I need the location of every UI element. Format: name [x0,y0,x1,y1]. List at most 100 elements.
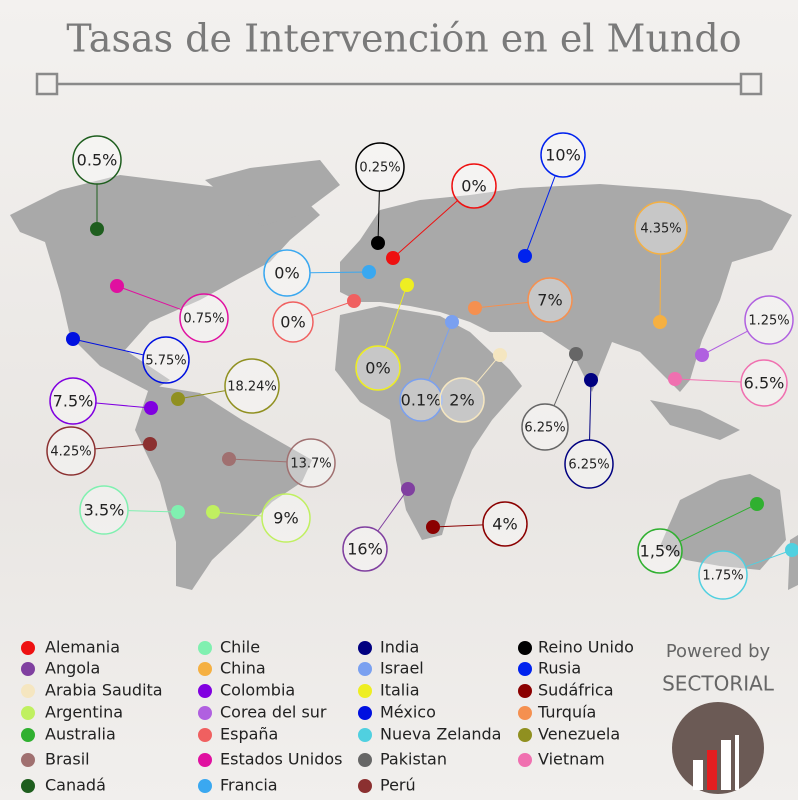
callout-label: 6.5% [744,374,785,393]
leader-line [377,190,380,244]
callout-ring [49,377,97,425]
leader-line [659,253,662,323]
country-dot [668,372,682,386]
country-dot [110,279,124,293]
legend-label: China [220,659,266,678]
callout-label: 13.7% [290,457,331,472]
country-dot [468,301,482,315]
callout-label: 4.25% [50,445,91,460]
legend-label: Vietnam [538,750,605,769]
legend-label: España [220,725,278,744]
callout-ring [439,377,485,423]
country-dot [347,294,361,308]
legend-label: Argentina [45,703,123,722]
leader-line [212,511,263,517]
legend-swatch [21,706,35,720]
legend-label: Turquía [537,703,596,722]
leader-line [745,549,793,568]
country-dot [518,249,532,263]
country-dot [362,265,376,279]
legend-label: México [380,703,436,722]
legend: Alemania Angola Arabia Saudita Argentina Aus… [21,638,634,795]
legend-label: Sudáfrica [538,681,614,700]
callout-ring [224,358,280,414]
legend-label: Reino Unido [538,638,634,657]
legend-swatch [21,662,35,676]
legend-swatch [198,753,212,767]
country-dot [171,505,185,519]
country-dot [222,452,236,466]
legend-label: Israel [380,659,424,678]
callout-ring [451,163,497,209]
leader-line [377,488,409,532]
leader-line [553,353,577,407]
callout-ring [355,142,405,192]
country-dot [750,497,764,511]
callout-ring [482,501,528,547]
callout-ring [527,277,573,323]
callout-label: 7% [537,291,562,310]
legend-swatch [358,728,372,742]
country-dot [66,332,80,346]
country-dot [569,347,583,361]
callout-label: 5.75% [145,354,186,369]
callout-label: 7.5% [53,392,94,411]
callout-ring [744,295,794,345]
callout-ring [179,293,229,343]
legend-swatch [358,662,372,676]
callout-label: 0% [461,177,486,196]
leader-line [95,402,152,409]
callout-label: 0.25% [359,161,400,176]
legend-label: Perú [380,776,416,795]
legend-label: Corea del sur [220,703,327,722]
leader-line [701,330,748,356]
callout-label: 6.25% [524,421,565,436]
legend-swatch [358,779,372,793]
leader-line [384,284,408,348]
legend-swatch [518,753,532,767]
leader-line [116,285,182,311]
legend-swatch [21,779,35,793]
legend-swatch [198,684,212,698]
callout-ring [399,378,443,422]
legend-label: Arabia Saudita [45,681,163,700]
callout-ring [261,493,311,543]
callout-ring [72,135,122,185]
callout-label: 0.5% [77,151,118,170]
callout-label: 16% [347,540,383,559]
callout-label: 1.25% [748,314,789,329]
leader-line [474,301,529,309]
callout-label: 0% [280,313,305,332]
legend-swatch [198,641,212,655]
callout-ring [46,426,96,476]
callout-label: 0% [274,264,299,283]
legend-swatch [358,753,372,767]
leader-line [524,175,556,257]
legend-swatch [358,641,372,655]
callout-label: 10% [545,146,581,165]
country-dot [143,437,157,451]
callout-ring [263,249,311,297]
callout-ring [564,439,614,489]
leader-line [72,338,144,356]
legend-swatch [198,662,212,676]
callout-ring [634,201,688,255]
leader-line [228,458,288,463]
legend-label: Venezuela [538,725,620,744]
country-dot [584,373,598,387]
country-dot [144,401,158,415]
callout-label: 0.75% [183,312,224,327]
legend-swatch [198,728,212,742]
country-dot [493,348,507,362]
legend-label: India [380,638,419,657]
legend-swatch [518,706,532,720]
country-dot [400,278,414,292]
callout-label: 1.75% [702,569,743,584]
legend-swatch [21,728,35,742]
country-dot [386,251,400,265]
country-dot [695,348,709,362]
leader-line [94,443,151,450]
legend-label: Rusia [538,659,581,678]
brand-logo [672,702,764,794]
